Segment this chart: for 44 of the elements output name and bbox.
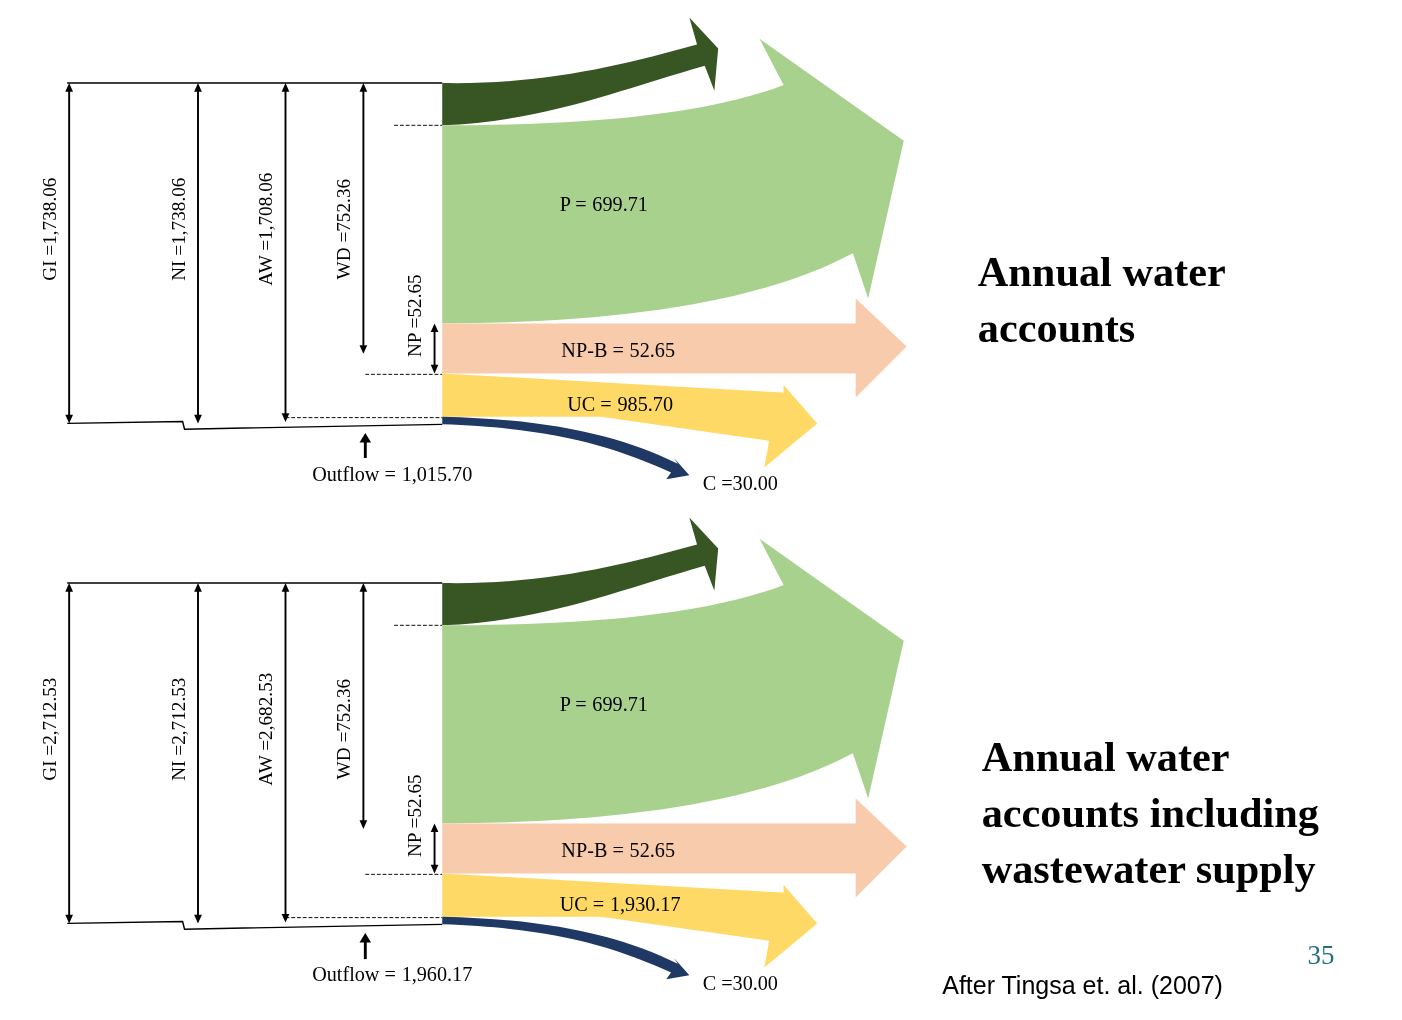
data-label: 699.71 [592, 192, 648, 215]
text: 35 [1307, 939, 1335, 970]
data-label: 30.00 [732, 971, 778, 994]
category-label: WD = [332, 731, 354, 780]
category-label: NI = [167, 244, 189, 281]
data-label: 2,712.53 [167, 677, 189, 745]
data-label: 1,930.17 [609, 892, 681, 915]
category-label: NP = [404, 317, 426, 358]
data-label: 30.00 [732, 471, 778, 494]
data-label: 1,015.70 [401, 463, 473, 486]
category-label: GI = [38, 244, 60, 281]
category-label: P = [559, 192, 587, 215]
data-label: 699.71 [592, 692, 648, 715]
data-label: 1,708.06 [255, 172, 277, 240]
category-label: Outflow = [312, 963, 396, 986]
category-label: UC = [567, 392, 612, 415]
data-label: 52.65 [629, 839, 676, 862]
data-label: 752.36 [332, 678, 354, 732]
data-label: 1,960.17 [401, 963, 473, 986]
category-label: P = [559, 692, 587, 715]
text: Annual water accounts [977, 247, 1226, 351]
category-label: C = [702, 471, 733, 494]
data-label: 1,738.06 [38, 177, 60, 245]
data-label: 985.70 [617, 392, 673, 415]
category-label: WD = [332, 231, 354, 280]
text: Annual water accounts including wastewater supply [981, 733, 1319, 892]
category-label: C = [702, 971, 733, 994]
category-label: AW = [255, 239, 277, 286]
data-label: 752.36 [332, 178, 354, 232]
category-label: AW = [255, 739, 277, 786]
category-label: Outflow = [312, 463, 396, 486]
category-label: GI = [38, 744, 60, 781]
data-label: 2,682.53 [255, 672, 277, 740]
category-label: UC = [559, 892, 605, 915]
category-label: NP = [404, 817, 426, 858]
data-label: 52.65 [404, 274, 426, 318]
data-label: 52.65 [629, 339, 676, 362]
category-label: NP-B = [561, 839, 624, 862]
data-label: 1,738.06 [167, 177, 189, 245]
category-label: NI = [167, 744, 189, 781]
category-label: NP-B = [561, 339, 624, 362]
data-label: 52.65 [404, 774, 426, 818]
text: After Tingsa et. al. (2007) [942, 970, 1223, 999]
data-label: 2,712.53 [38, 677, 60, 745]
